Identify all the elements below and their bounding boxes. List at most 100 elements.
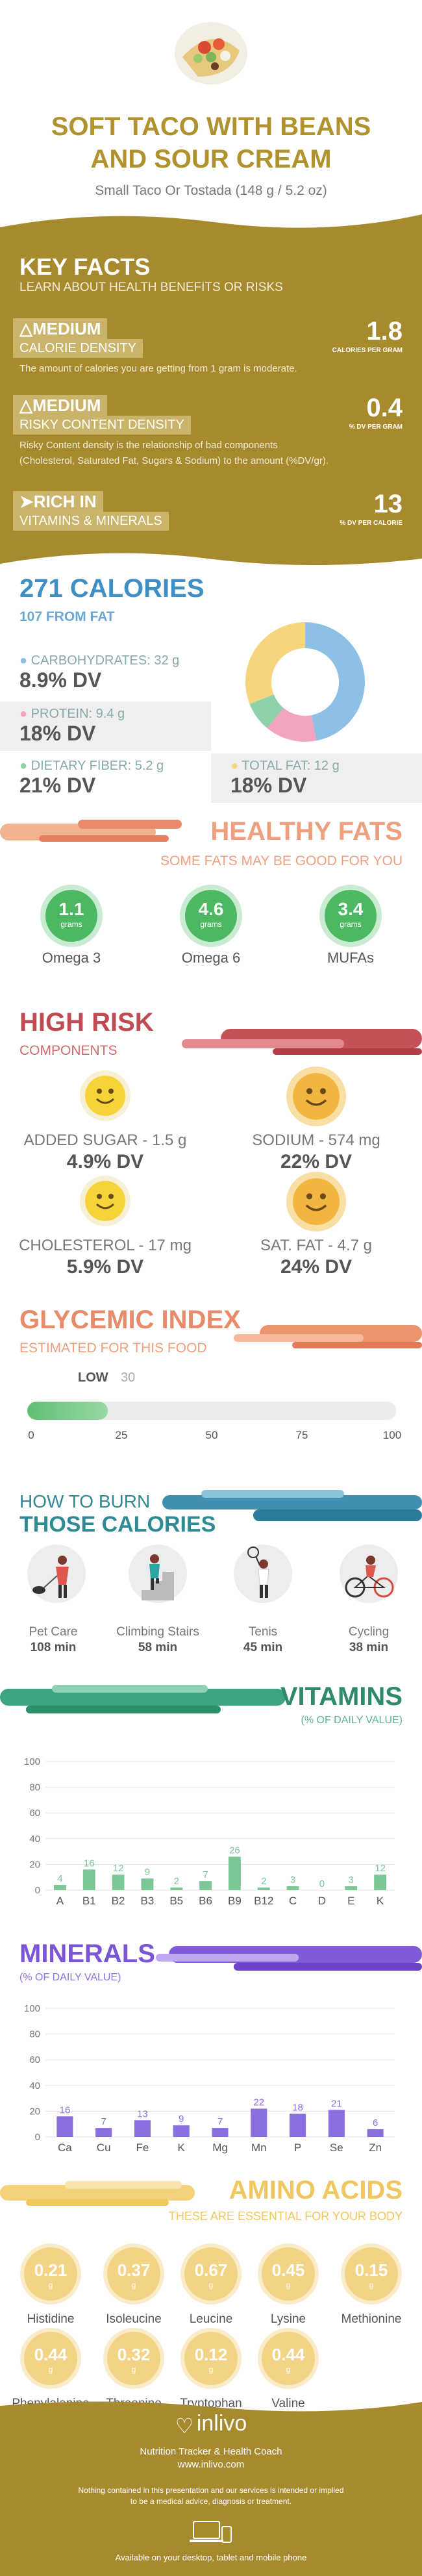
- brand-name: inlivo: [196, 2411, 247, 2436]
- risk-label: ADDED SUGAR - 1.5 g: [23, 1131, 187, 1149]
- x-tick-label: C: [289, 1895, 297, 1907]
- x-tick-label: P: [294, 2141, 301, 2154]
- bar: [56, 2116, 73, 2137]
- bar-value-label: 7: [101, 2116, 106, 2127]
- donut-slice-carbs: [305, 622, 365, 741]
- high-risk-subtitle: COMPONENTS: [19, 1043, 118, 1058]
- vitamins-label: VITAMINS & MINERALS: [13, 512, 169, 531]
- from-fat: 107 FROM FAT: [19, 609, 115, 624]
- footer-logo: ♡ inlivo: [0, 2411, 422, 2438]
- tennis-icon: [234, 1545, 292, 1603]
- bar: [328, 2110, 345, 2137]
- calorie-donut-chart: [245, 622, 365, 742]
- x-tick-label: B2: [112, 1895, 125, 1907]
- protein-dot-icon: ●: [19, 707, 28, 721]
- amino-badge: 0.15 g: [345, 2247, 398, 2301]
- risky-density-value: 0.4: [366, 394, 403, 422]
- calorie-density-desc: The amount of calories you are getting f…: [19, 363, 297, 374]
- x-tick-label: Zn: [369, 2141, 382, 2154]
- fiber-stat: ● DIETARY FIBER: 5.2 g 21% DV: [19, 759, 164, 798]
- glycemic-subtitle: ESTIMATED FOR THIS FOOD: [19, 1341, 207, 1356]
- healthy-fats-subtitle: SOME FATS MAY BE GOOD FOR YOU: [160, 853, 403, 868]
- smiley-icon: [85, 1076, 125, 1116]
- fiber-dot-icon: ●: [19, 759, 28, 773]
- bar: [95, 2128, 112, 2137]
- activity-minutes: 58 min: [138, 1641, 178, 1654]
- carbs-stat: ● CARBOHYDRATES: 32 g 8.9% DV: [19, 653, 179, 692]
- bar-value-label: 6: [373, 2117, 378, 2128]
- y-tick-label: 100: [24, 2003, 40, 2014]
- bar: [134, 2120, 151, 2137]
- flame-icon: △: [19, 396, 32, 415]
- x-tick-label: B6: [199, 1895, 212, 1907]
- amino-value: 0.67: [194, 2260, 228, 2280]
- bar-value-label: 18: [292, 2102, 303, 2113]
- risk-dv: 24% DV: [280, 1256, 353, 1278]
- amino-value: 0.12: [194, 2345, 228, 2364]
- activity-minutes: 108 min: [30, 1641, 77, 1654]
- y-tick-label: 100: [24, 1756, 40, 1767]
- activity-minutes: 45 min: [243, 1641, 283, 1654]
- burn-title-1: HOW TO BURN: [19, 1491, 151, 1511]
- bar-value-label: 16: [60, 2104, 71, 2115]
- amino-unit: g: [208, 2365, 214, 2374]
- activity-minutes: 38 min: [349, 1641, 389, 1654]
- bar-value-label: 26: [229, 1845, 240, 1856]
- page-title: SOFT TACO WITH BEANS AND SOUR CREAM: [0, 110, 422, 175]
- vitamins-banner: [0, 1685, 286, 1713]
- amino-unit: g: [286, 2280, 291, 2290]
- stairs-icon: [129, 1545, 187, 1603]
- healthy-fats-title: HEALTHY FATS: [210, 817, 403, 846]
- disclaimer-line-2: to be a medical advice, diagnosis or tre…: [130, 2497, 292, 2506]
- calories-title: 271 CALORIES: [19, 574, 205, 603]
- glycemic-track: [27, 1402, 396, 1420]
- bar-value-label: 4: [57, 1873, 62, 1884]
- bar-value-label: 3: [349, 1875, 354, 1886]
- amino-banner: [0, 2181, 195, 2206]
- bar: [257, 1888, 270, 1890]
- bar-value-label: 7: [217, 2116, 223, 2127]
- fiber-label: ● DIETARY FIBER: 5.2 g: [19, 759, 164, 773]
- x-tick-label: B1: [82, 1895, 96, 1907]
- x-tick-label: Fe: [136, 2141, 149, 2154]
- bar: [141, 1878, 154, 1890]
- amino-badge: 0.12 g: [184, 2332, 238, 2385]
- donut-slice-fiber: [249, 694, 284, 728]
- fat-name: Omega 3: [42, 950, 101, 966]
- risky-density-level: △MEDIUM: [13, 395, 108, 416]
- amino-badge: 0.21 g: [24, 2247, 77, 2301]
- glycemic-tick: 75: [295, 1429, 308, 1441]
- protein-stat: ● PROTEIN: 9.4 g 18% DV: [0, 701, 211, 751]
- footer-url[interactable]: www.inlivo.com: [177, 2459, 245, 2470]
- pet-care-icon: [27, 1545, 86, 1603]
- calorie-density-unit: CALORIES PER GRAM: [332, 347, 403, 354]
- disclaimer-line-1: Nothing contained in this presentation a…: [78, 2486, 344, 2495]
- minerals-chart: 0 20 40 60 80 100 16 Ca 7 Cu 13 Fe 9 K 7 Mg 22 Mn 18 P 21 Se 6…: [24, 2003, 395, 2154]
- smiley-icon: [293, 1073, 340, 1120]
- x-tick-label: Cu: [97, 2141, 111, 2154]
- amino-unit: g: [208, 2280, 214, 2290]
- bar: [251, 2108, 267, 2137]
- bar: [199, 1881, 212, 1890]
- y-tick-label: 80: [29, 2029, 40, 2040]
- y-tick-label: 80: [29, 1782, 40, 1793]
- glycemic-value: 30: [121, 1370, 136, 1385]
- amino-unit: g: [286, 2365, 291, 2374]
- donut-slice-protein: [267, 708, 317, 742]
- amino-unit: g: [131, 2365, 136, 2374]
- amino-title: AMINO ACIDS: [229, 2176, 403, 2204]
- healthy-fats-banner: [0, 820, 182, 842]
- bar: [54, 1885, 66, 1890]
- amino-value: 0.21: [34, 2260, 68, 2280]
- footer-tagline: Nutrition Tracker & Health Coach: [140, 2446, 282, 2457]
- amino-badge: 0.37 g: [107, 2247, 160, 2301]
- amino-name: Valine: [271, 2397, 305, 2410]
- fat-unit: grams: [200, 920, 222, 929]
- risk-label: SODIUM - 574 mg: [252, 1131, 380, 1149]
- footer-background: [0, 2401, 422, 2576]
- amino-name: Lysine: [270, 2312, 306, 2326]
- burn-title-2: THOSE CALORIES: [19, 1512, 216, 1537]
- fat-stat: ● TOTAL FAT: 12 g 18% DV: [211, 753, 422, 803]
- title-line-1: SOFT TACO WITH BEANS: [51, 112, 371, 141]
- donut-slice-fat: [245, 622, 305, 704]
